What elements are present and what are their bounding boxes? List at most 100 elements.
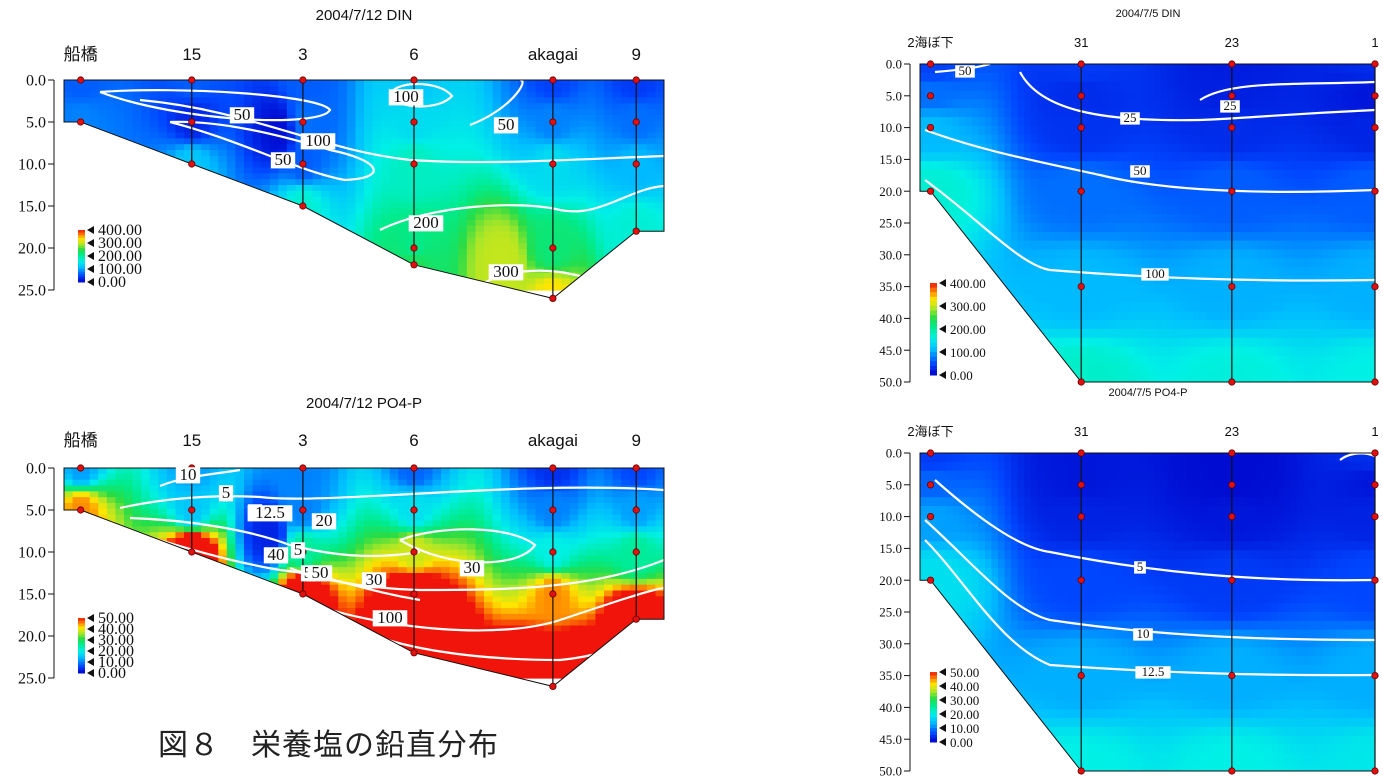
heatmap-cell	[561, 567, 571, 574]
heatmap-cell	[492, 91, 502, 99]
heatmap-cell	[406, 473, 417, 481]
heatmap-cell	[64, 578, 74, 586]
heatmap-cell	[278, 596, 288, 603]
heatmap-cell	[432, 115, 442, 122]
heatmap-cell	[544, 596, 554, 603]
heatmap-cell	[372, 103, 382, 110]
heatmap-cell	[424, 491, 434, 498]
heatmap-cell	[518, 85, 528, 93]
heatmap-cell	[106, 538, 117, 545]
heatmap-cell	[492, 161, 502, 169]
heatmap-cell	[432, 185, 442, 192]
heatmap-cell	[226, 260, 237, 268]
heatmap-cell	[449, 602, 459, 609]
heatmap-cell	[72, 196, 82, 204]
heatmap-cell	[449, 532, 459, 539]
heatmap-cell	[244, 249, 254, 256]
heatmap-cell	[244, 543, 254, 551]
heatmap-cell	[398, 596, 408, 603]
heatmap-cell	[261, 284, 271, 291]
heatmap-cell	[526, 249, 537, 256]
heatmap-cell	[595, 473, 605, 481]
heatmap-cell	[209, 80, 219, 87]
heatmap-cell	[509, 503, 519, 510]
heatmap-cell	[124, 190, 134, 198]
heatmap-cell	[175, 508, 185, 516]
heatmap-cell	[338, 80, 348, 87]
heatmap-cell	[586, 202, 597, 209]
heatmap-cell	[141, 173, 151, 180]
heatmap-cell	[89, 144, 99, 151]
heatmap-cell	[604, 150, 614, 157]
heatmap-cell	[124, 120, 134, 128]
heatmap-cell	[552, 602, 562, 609]
heatmap-cell	[338, 109, 348, 116]
heatmap-cell	[184, 208, 194, 215]
heatmap-cell	[578, 584, 588, 592]
heatmap-cell	[621, 532, 631, 539]
heatmap-cell	[81, 526, 91, 533]
heatmap-cell	[586, 243, 597, 250]
heatmap-cell	[184, 508, 194, 516]
heatmap-cell	[552, 508, 562, 516]
heatmap-cell	[561, 514, 571, 522]
heatmap-cell	[621, 190, 631, 198]
heatmap-cell	[484, 503, 494, 510]
heatmap-cell	[475, 543, 485, 551]
heatmap-cell	[261, 520, 271, 527]
heatmap-cell	[501, 643, 511, 650]
heatmap-cell	[586, 150, 597, 157]
heatmap-cell	[389, 167, 399, 174]
heatmap-cell	[295, 85, 305, 93]
heatmap-cell	[458, 666, 468, 673]
heatmap-cell	[64, 648, 74, 656]
heatmap-cell	[106, 555, 117, 562]
heatmap-cell	[106, 214, 117, 221]
contour-label-bg	[493, 117, 519, 134]
heatmap-cell	[184, 584, 194, 592]
heatmap-cell	[638, 115, 648, 122]
heatmap-cell	[569, 144, 579, 151]
heatmap-cell	[484, 514, 494, 522]
heatmap-cell	[466, 167, 477, 174]
heatmap-cell	[175, 126, 185, 134]
heatmap-cell	[552, 648, 562, 656]
heatmap-cell	[64, 543, 74, 551]
heatmap-cell	[209, 561, 219, 568]
heatmap-cell	[338, 85, 348, 93]
heatmap-cell	[629, 103, 639, 110]
heatmap-cell	[595, 532, 605, 539]
heatmap-cell	[475, 237, 485, 244]
heatmap-cell	[235, 643, 245, 650]
heatmap-cell	[295, 573, 305, 580]
heatmap-cell	[235, 167, 245, 174]
heatmap-cell	[484, 243, 494, 250]
heatmap-cell	[64, 672, 74, 679]
heatmap-cell	[295, 196, 305, 204]
heatmap-cell	[89, 138, 99, 145]
heatmap-cell	[346, 648, 357, 656]
heatmap-cell	[646, 266, 657, 274]
heatmap-cell	[595, 625, 605, 632]
heatmap-cell	[535, 144, 545, 151]
heatmap-cell	[346, 508, 357, 516]
heatmap-cell	[261, 643, 271, 650]
heatmap-cell	[604, 666, 614, 673]
heatmap-cell	[295, 80, 305, 87]
heatmap-cell	[569, 468, 579, 475]
heatmap-cell	[595, 173, 605, 180]
heatmap-cell	[338, 243, 348, 250]
heatmap-cell	[192, 654, 202, 662]
heatmap-cell	[184, 91, 194, 99]
heatmap-cell	[278, 173, 288, 180]
heatmap-cell	[89, 120, 99, 128]
heatmap-cell	[72, 208, 82, 215]
heatmap-cell	[209, 272, 219, 279]
heatmap-cell	[604, 602, 614, 609]
heatmap-cell	[535, 555, 545, 562]
legend-color-step	[78, 245, 85, 249]
heatmap-cell	[226, 237, 237, 244]
heatmap-cell	[98, 543, 108, 551]
heatmap-cell	[424, 637, 434, 644]
heatmap-cell	[338, 161, 348, 169]
